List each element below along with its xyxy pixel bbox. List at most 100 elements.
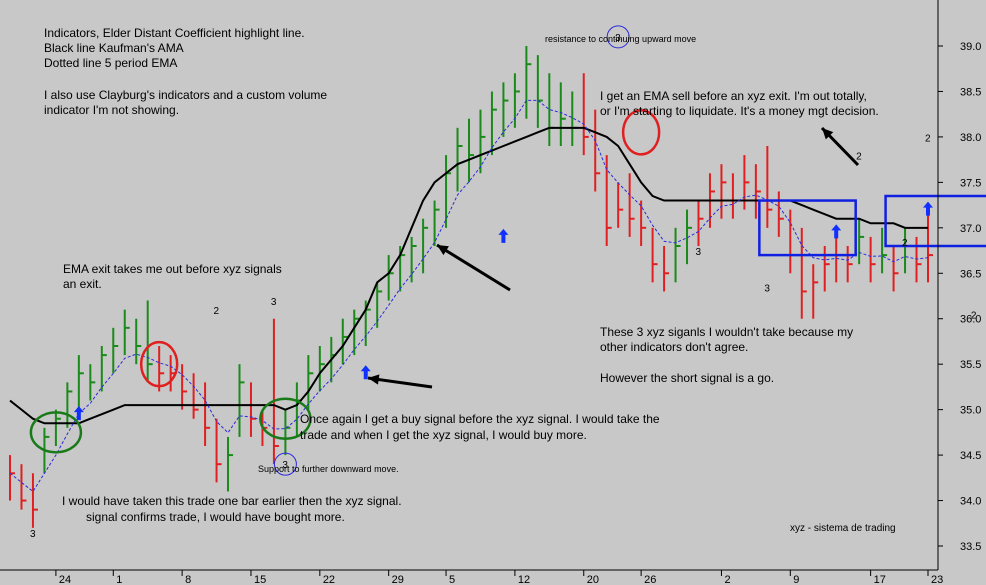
ohlc-bar bbox=[720, 164, 727, 219]
ohlc-bar bbox=[823, 246, 830, 292]
ohlc-bar bbox=[227, 436, 234, 492]
x-tick-label: 15 bbox=[254, 574, 266, 585]
ohlc-bar bbox=[686, 209, 693, 265]
y-tick-label: 35.5 bbox=[960, 359, 981, 371]
ohlc-bar bbox=[146, 300, 153, 383]
ohlc-bar bbox=[674, 227, 681, 283]
ohlc-bar bbox=[502, 82, 509, 137]
ohlc-bar bbox=[651, 227, 658, 283]
ohlc-bar bbox=[135, 318, 142, 365]
x-tick-label: 24 bbox=[59, 574, 71, 585]
note-clayburg-line-1: I also use Clayburg's indicators and a c… bbox=[44, 88, 327, 102]
ohlc-bar bbox=[433, 200, 440, 246]
buy-circle bbox=[259, 397, 312, 440]
note-earlier-line-1: I would have taken this trade one bar ea… bbox=[62, 494, 402, 508]
buy-arrow-icon bbox=[498, 228, 509, 243]
ohlc-bar bbox=[605, 155, 612, 246]
ohlc-bar bbox=[112, 327, 119, 374]
y-tick-label: 38.0 bbox=[960, 132, 981, 144]
y-tick-label: 38.5 bbox=[960, 86, 981, 98]
ohlc-bar bbox=[272, 318, 279, 465]
note-clayburg-line-2: indicator I'm not showing. bbox=[44, 103, 179, 117]
ohlc-bar bbox=[881, 227, 888, 274]
ohlc-bar bbox=[181, 364, 188, 410]
buy-arrow-icon bbox=[831, 224, 842, 239]
ohlc-bar bbox=[697, 200, 704, 246]
ohlc-bar bbox=[731, 173, 738, 219]
ohlc-bar bbox=[456, 127, 463, 192]
x-tick-label: 23 bbox=[931, 574, 943, 585]
watermark-text: xyz - sistema de trading bbox=[790, 523, 896, 534]
ohlc-bar bbox=[341, 318, 348, 365]
ohlc-bar bbox=[66, 382, 73, 428]
ohlc-bar bbox=[54, 409, 61, 446]
ohlc-bar bbox=[789, 209, 796, 274]
ohlc-bar bbox=[904, 227, 911, 274]
ohlc-bar bbox=[410, 236, 417, 283]
ohlc-bar bbox=[158, 346, 165, 392]
ohlc-bar bbox=[869, 236, 876, 283]
ohlc-bar bbox=[525, 46, 532, 119]
pointer-arrow-icon bbox=[367, 374, 433, 389]
pointer-arrow-shaft bbox=[436, 243, 511, 292]
sell-circle bbox=[621, 109, 661, 156]
ohlc-bar bbox=[915, 236, 922, 283]
x-tick-label: 22 bbox=[323, 574, 335, 585]
ohlc-bar bbox=[594, 109, 601, 192]
count-marker: 3 bbox=[30, 529, 36, 540]
ohlc-bar bbox=[123, 309, 130, 356]
chart-title-line-1: Indicators, Elder Distant Coefficient hi… bbox=[44, 26, 305, 40]
note-three-signals-line-2: other indicators don't agree. bbox=[600, 340, 748, 354]
ohlc-bar bbox=[754, 164, 761, 219]
ohlc-bar bbox=[20, 464, 27, 510]
ohlc-bar bbox=[376, 282, 383, 328]
note-earlier-line-2: signal confirms trade, I would have boug… bbox=[86, 510, 345, 524]
count-circle bbox=[606, 25, 630, 49]
signal-box bbox=[758, 199, 857, 257]
ohlc-bar bbox=[204, 382, 211, 446]
y-tick-label: 34.5 bbox=[960, 450, 981, 462]
ohlc-bar bbox=[617, 182, 624, 228]
ohlc-bar bbox=[766, 146, 773, 228]
ohlc-bar bbox=[192, 373, 199, 419]
count-marker: 2 bbox=[971, 311, 977, 322]
pointer-arrow-head bbox=[437, 245, 449, 256]
signal-box bbox=[884, 194, 986, 248]
count-marker: 3 bbox=[271, 297, 277, 308]
ohlc-bar bbox=[422, 218, 429, 274]
ohlc-bar bbox=[490, 91, 497, 156]
note-three-signals-line-1: These 3 xyz siganls I wouldn't take beca… bbox=[600, 325, 853, 339]
x-tick-label: 5 bbox=[449, 574, 455, 585]
ohlc-bar bbox=[31, 473, 38, 528]
count-marker: 3 bbox=[764, 283, 770, 294]
ohlc-bar bbox=[628, 173, 635, 237]
count-label: 3 bbox=[615, 33, 621, 44]
ohlc-bar bbox=[215, 418, 222, 483]
ohlc-bar bbox=[536, 55, 543, 128]
y-tick-label: 36.5 bbox=[960, 268, 981, 280]
y-tick-label: 37.5 bbox=[960, 177, 981, 189]
ohlc-bar bbox=[479, 109, 486, 174]
y-tick-label: 37.0 bbox=[960, 223, 981, 235]
x-tick-label: 9 bbox=[793, 574, 799, 585]
chart-title-line-3: Dotted line 5 period EMA bbox=[44, 56, 177, 70]
pointer-arrow-head bbox=[368, 374, 380, 385]
ohlc-bar bbox=[100, 346, 107, 392]
y-tick-label: 34.0 bbox=[960, 496, 981, 508]
note-ema-sell-line-2: or I'm starting to liquidate. It's a mon… bbox=[600, 104, 879, 118]
ohlc-bar bbox=[640, 200, 647, 246]
pointer-arrow-icon bbox=[436, 243, 511, 292]
y-tick-label: 39.0 bbox=[960, 41, 981, 53]
ohlc-bars bbox=[9, 46, 933, 528]
ohlc-bar bbox=[777, 191, 784, 237]
ohlc-bar bbox=[663, 246, 670, 292]
chart-title-line-2: Black line Kaufman's AMA bbox=[44, 41, 184, 55]
chart-annotations: 333233322222 bbox=[29, 25, 986, 540]
count-marker: 2 bbox=[856, 152, 862, 163]
ohlc-bar bbox=[468, 118, 474, 183]
count-marker: 2 bbox=[214, 306, 220, 317]
buy-arrow-icon bbox=[360, 365, 371, 380]
